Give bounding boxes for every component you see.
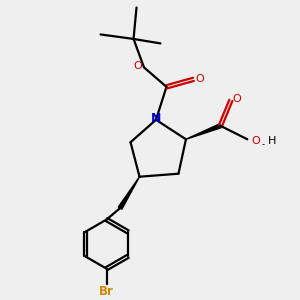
Text: O: O	[232, 94, 241, 104]
Text: N: N	[151, 112, 161, 125]
Polygon shape	[118, 177, 140, 209]
Polygon shape	[186, 124, 221, 139]
Text: O: O	[196, 74, 204, 84]
Text: O: O	[133, 61, 142, 71]
Text: H: H	[268, 136, 276, 146]
Text: Br: Br	[99, 285, 114, 298]
Text: O: O	[252, 136, 261, 146]
Text: -: -	[261, 140, 264, 149]
